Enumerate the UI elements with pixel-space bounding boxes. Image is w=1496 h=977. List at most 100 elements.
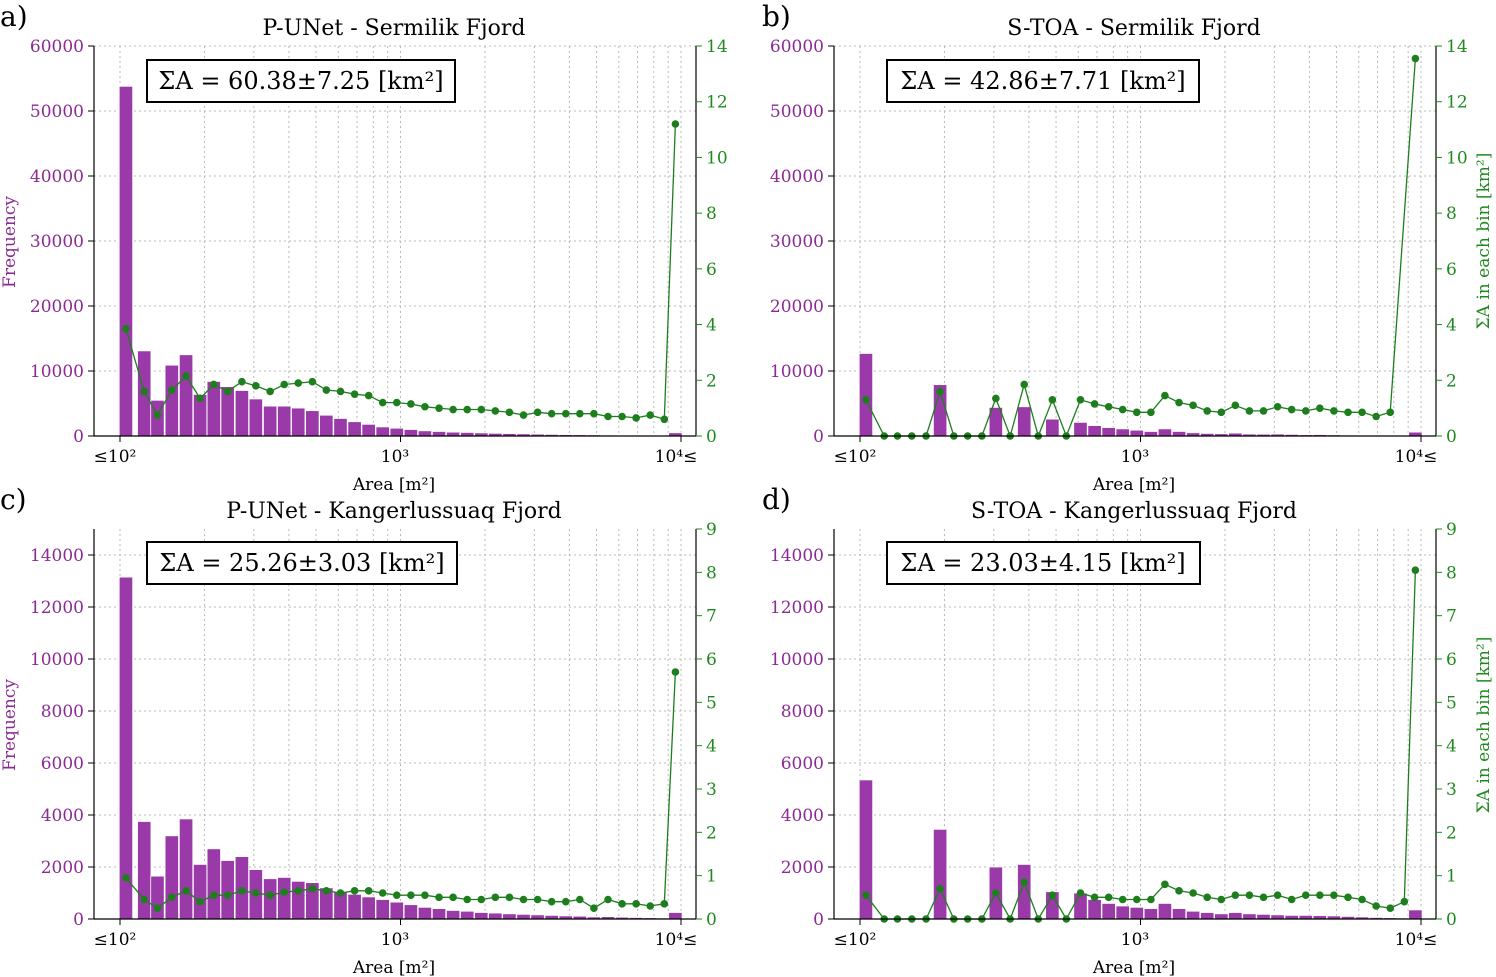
histogram-bar [516,913,531,920]
sum-area-marker [294,887,303,895]
y2-tick-label: 5 [1446,693,1457,713]
sum-area-marker [1273,891,1282,899]
histogram-bar [178,354,194,437]
sum-area-marker [350,390,359,399]
annotation-box [146,541,458,585]
sum-area-marker [646,902,655,910]
y-tick-label: 50000 [30,102,84,122]
y-tick-label: 4000 [41,806,84,826]
sum-area-marker [491,407,500,415]
y2-tick-label: 0 [706,910,717,930]
y2-tick-label: 2 [706,371,717,391]
x-axis-label: Area [m²] [352,475,435,495]
annotation-box [886,541,1201,585]
y2-tick-label: 10 [706,148,728,168]
histogram-bar [431,908,447,920]
sum-area-marker [308,884,317,893]
histogram-bar [668,912,683,920]
sum-area-marker [266,387,274,396]
sum-area-marker [533,408,542,417]
sum-area-marker [604,412,612,421]
histogram-bar [1115,428,1130,437]
histogram-bar [178,818,194,920]
y2-tick-label: 8 [1446,204,1457,224]
panel-label: c) [0,483,27,516]
sum-area-marker [992,889,1000,897]
histogram-bar [1101,903,1116,920]
sum-area-marker [1411,54,1420,63]
sum-area-marker [1231,401,1240,410]
y2-tick-label: 2 [706,823,717,843]
histogram-bar [1157,903,1173,920]
y-tick-label: 60000 [30,37,84,57]
histogram-bar [1171,431,1187,437]
sum-area-marker [1330,407,1338,415]
y-tick-label: 0 [73,427,84,447]
histogram-bar [192,864,208,920]
y2-tick-label: 12 [706,93,728,113]
panel-b: b) S-TOA - Sermilik Fjord ΣA in each bin… [762,0,1494,495]
sum-area-marker [477,895,486,904]
sum-area-marker [1147,895,1155,904]
y2-tick-label: 0 [1446,910,1457,930]
sum-area-marker [1245,407,1254,415]
x-axis-label: Area [m²] [352,958,435,977]
x-tick-label-min: ≤10² [834,930,877,950]
sum-area-marker [1118,405,1127,414]
histogram-bar [1270,914,1285,920]
annotation-box [886,59,1200,103]
sum-area-marker [280,380,289,389]
chart-title: P-UNet - Kangerlussuaq Fjord [226,499,562,524]
histogram-bar [277,405,292,437]
sum-area-marker [1090,893,1099,902]
sum-area-marker [364,391,373,400]
y2-tick-label: 8 [706,563,717,583]
histogram-bar [1017,406,1032,437]
x-tick-label-max: 10⁴≤ [1395,930,1438,950]
sum-area-marker [1386,408,1395,417]
histogram-bar [1017,864,1032,920]
sum-area-marker [1411,566,1420,574]
histogram-bar [1129,429,1144,437]
y-tick-label: 8000 [41,702,84,722]
sum-area-marker [168,893,176,902]
sum-area-marker [182,887,190,895]
sum-area-marker [1132,895,1141,904]
histogram-bar [1087,899,1102,920]
histogram-bar [1228,912,1243,920]
y2-tick-label: 4 [1446,316,1457,336]
y2-tick-label: 3 [1446,780,1457,800]
histogram-bar [1256,913,1271,920]
histogram-bar [389,427,404,437]
sum-area-marker [210,891,218,899]
sum-area-marker [1372,412,1380,421]
sum-area-marker [280,888,289,896]
sum-area-marker [1203,893,1212,902]
sum-area-marker [350,887,359,895]
sum-area-marker [1386,904,1395,912]
sum-area-marker [1175,398,1183,407]
panel-d: d) S-TOA - Kangerlussuaq Fjord ΣA in eac… [762,483,1494,977]
chart-title: P-UNet - Sermilik Fjord [263,16,526,41]
sum-area-marker [1358,895,1366,904]
histogram-bar [1242,913,1257,920]
y2-tick-label: 6 [706,260,717,280]
y2-tick-label: 4 [706,316,717,336]
histogram-bar [164,364,179,437]
histogram-bar [1087,425,1102,437]
sum-area-marker [252,889,260,897]
y2-tick-label: 7 [1446,607,1457,627]
sum-area-marker [1048,395,1057,404]
y-tick-label: 4000 [781,806,824,826]
y2-tick-label: 10 [1446,148,1468,168]
y-tick-label: 50000 [770,102,824,122]
x-axis-label: Area [m²] [1092,958,1175,977]
histogram-bar [137,821,152,920]
sum-area-marker [862,395,870,404]
y2-tick-label: 2 [1446,371,1457,391]
sum-area-marker [1189,401,1197,410]
histogram-bar [206,848,221,920]
sum-area-marker [378,398,387,407]
y-tick-label: 20000 [770,297,824,317]
